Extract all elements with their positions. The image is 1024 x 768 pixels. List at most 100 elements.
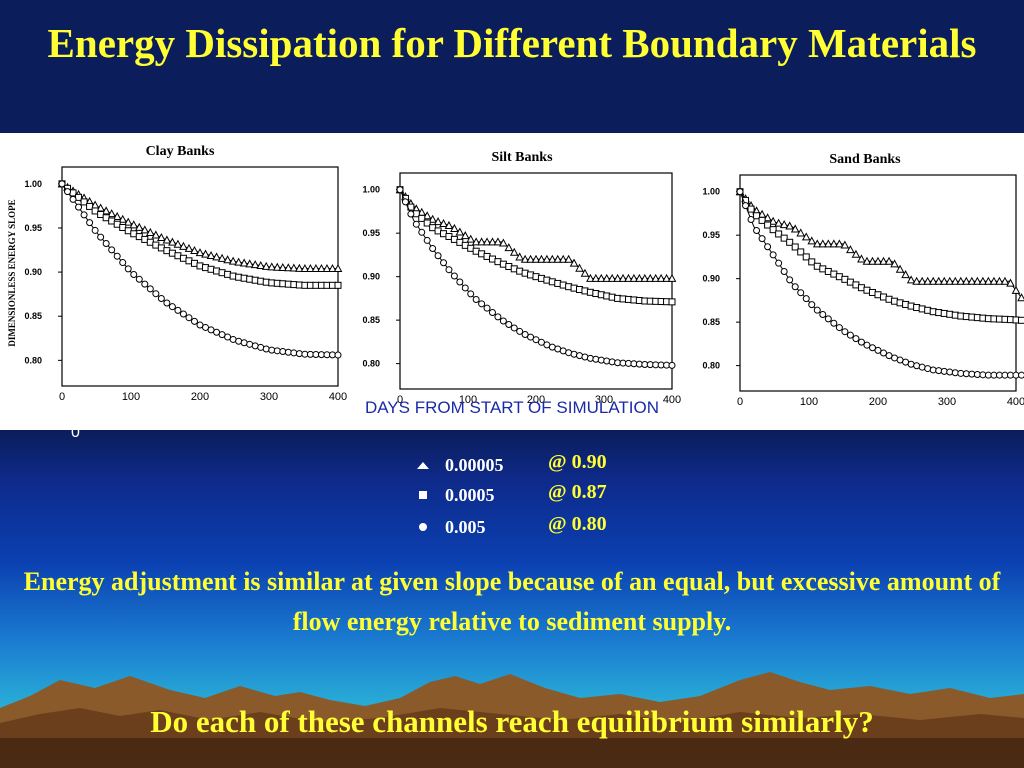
square-marker: [86, 202, 94, 210]
triangle-marker: [607, 273, 617, 282]
circle-marker: [157, 294, 165, 302]
triangle-marker: [145, 227, 155, 236]
triangle-marker: [488, 237, 497, 246]
triangle-marker: [901, 270, 910, 279]
circle-marker: [537, 338, 545, 346]
square-marker: [747, 205, 755, 213]
chart-figure: DIMENSIONLESS ENERGY SLOPE Clay Banks 1.00…: [0, 133, 1024, 430]
legend-row-triangle: 0.00005 @ 0.90: [414, 451, 654, 478]
triangle-marker: [477, 237, 486, 246]
circle-marker: [80, 211, 88, 219]
triangle-marker: [829, 239, 839, 248]
circle-marker: [753, 227, 761, 235]
triangle-marker: [768, 216, 778, 225]
square-marker: [769, 226, 777, 234]
legend-threshold: @ 0.80: [548, 513, 607, 535]
triangle-marker: [322, 264, 332, 273]
triangle-marker: [493, 237, 503, 246]
triangle-marker: [956, 276, 966, 285]
triangle-marker: [261, 261, 271, 270]
circle-marker: [736, 188, 744, 196]
triangle-marker: [818, 239, 828, 248]
circle-marker: [830, 319, 838, 327]
circle-marker: [91, 226, 99, 234]
circle-marker: [97, 233, 105, 241]
triangle-marker: [651, 273, 661, 282]
triangle-marker: [499, 238, 508, 247]
square-marker: [418, 214, 426, 222]
triangle-marker: [333, 264, 343, 273]
triangle-marker: [840, 240, 850, 249]
square-marker: [668, 298, 676, 306]
triangle-marker: [250, 260, 260, 269]
triangle-marker: [306, 264, 315, 273]
circle-marker: [401, 198, 409, 206]
circle-marker: [786, 276, 794, 284]
x-tick-label: 200: [869, 396, 887, 408]
y-tick-label: 0.95: [362, 228, 380, 238]
triangle-marker: [667, 273, 677, 282]
triangle-marker: [1000, 276, 1010, 285]
triangle-marker: [134, 222, 144, 231]
triangle-marker: [328, 264, 337, 273]
circle-marker: [808, 301, 816, 309]
circle-marker: [152, 290, 160, 298]
triangle-marker: [564, 254, 573, 263]
triangle-marker: [961, 276, 971, 285]
triangle-marker: [984, 276, 993, 285]
triangle-marker: [640, 273, 650, 282]
x-tick-label: 400: [663, 394, 681, 406]
circle-marker: [516, 327, 524, 335]
triangle-icon: [417, 462, 429, 469]
triangle-marker: [217, 253, 227, 262]
triangle-marker: [785, 221, 795, 230]
triangle-marker: [542, 254, 552, 263]
y-axis-label: DIMENSIONLESS ENERGY SLOPE: [7, 199, 17, 346]
triangle-marker: [450, 223, 459, 232]
triangle-marker: [234, 257, 243, 266]
triangle-marker: [504, 243, 514, 252]
triangle-marker: [206, 250, 216, 259]
triangle-marker: [862, 256, 872, 265]
x-tick-label: 200: [191, 391, 209, 403]
x-tick-label: 100: [800, 396, 818, 408]
triangle-marker: [591, 273, 601, 282]
circle-marker: [880, 349, 888, 357]
triangle-marker: [184, 243, 194, 252]
triangle-marker: [884, 256, 894, 265]
triangle-marker: [835, 239, 844, 248]
triangle-marker: [112, 211, 122, 220]
triangle-marker: [140, 225, 150, 234]
triangle-marker: [923, 276, 933, 285]
triangle-marker: [912, 276, 921, 285]
triangle-marker: [774, 218, 783, 227]
circle-marker: [527, 333, 535, 341]
triangle-marker: [575, 263, 584, 272]
circle-marker: [146, 285, 154, 293]
triangle-marker: [129, 220, 139, 229]
triangle-marker: [289, 263, 299, 272]
triangle-marker: [190, 245, 199, 255]
circle-icon: [419, 523, 427, 531]
triangle-marker: [317, 264, 326, 273]
square-marker: [80, 198, 88, 206]
triangle-marker: [812, 239, 822, 248]
triangle-marker: [118, 214, 128, 223]
triangle-marker: [1011, 285, 1021, 294]
triangle-marker: [995, 276, 1004, 285]
circle-marker: [780, 268, 788, 276]
x-tick-label: 100: [122, 391, 140, 403]
triangle-marker: [846, 245, 855, 254]
y-tick-label: 0.90: [24, 267, 42, 277]
x-tick-label: 400: [1007, 396, 1024, 408]
series-line-square: [399, 189, 673, 303]
circle-marker: [769, 251, 777, 259]
y-tick-label: 0.95: [702, 230, 720, 240]
triangle-marker: [245, 259, 255, 268]
panel-title: Silt Banks: [491, 150, 553, 165]
triangle-marker: [1006, 278, 1015, 287]
triangle-marker: [950, 276, 960, 285]
legend-row-circle: 0.005 @ 0.80: [414, 513, 654, 540]
y-tick-label: 0.90: [362, 272, 380, 282]
legend-threshold: @ 0.90: [548, 451, 607, 473]
